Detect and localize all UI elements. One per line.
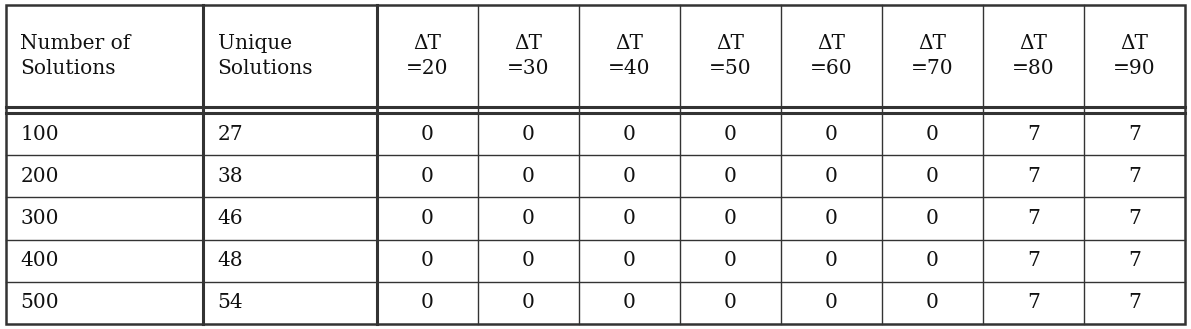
- Text: 48: 48: [218, 251, 243, 270]
- Text: 7: 7: [1128, 209, 1141, 228]
- Text: 0: 0: [522, 209, 535, 228]
- Text: 0: 0: [825, 125, 838, 143]
- Text: 300: 300: [20, 209, 58, 228]
- Text: 0: 0: [724, 167, 737, 186]
- Text: ΔT
=20: ΔT =20: [406, 34, 449, 78]
- Text: 0: 0: [724, 125, 737, 143]
- Text: 27: 27: [218, 125, 243, 143]
- Text: 0: 0: [422, 125, 434, 143]
- Text: ΔT
=50: ΔT =50: [710, 34, 752, 78]
- Text: 0: 0: [927, 167, 939, 186]
- Text: 0: 0: [522, 251, 535, 270]
- Text: 0: 0: [724, 209, 737, 228]
- Text: 38: 38: [218, 167, 243, 186]
- Text: ΔT
=30: ΔT =30: [507, 34, 550, 78]
- Text: 7: 7: [1027, 251, 1040, 270]
- Text: Unique
Solutions: Unique Solutions: [218, 34, 313, 78]
- Text: 7: 7: [1128, 125, 1141, 143]
- Text: ΔT
=80: ΔT =80: [1012, 34, 1055, 78]
- Text: Number of
Solutions: Number of Solutions: [20, 34, 131, 78]
- Text: 0: 0: [623, 167, 636, 186]
- Text: 0: 0: [825, 167, 838, 186]
- Text: 0: 0: [522, 125, 535, 143]
- Text: 0: 0: [927, 125, 939, 143]
- Text: 46: 46: [218, 209, 243, 228]
- Text: 0: 0: [522, 167, 535, 186]
- Text: 7: 7: [1027, 167, 1040, 186]
- Text: 0: 0: [927, 209, 939, 228]
- Text: 0: 0: [623, 293, 636, 313]
- Text: 0: 0: [724, 251, 737, 270]
- Text: 7: 7: [1027, 293, 1040, 313]
- Text: 0: 0: [422, 209, 434, 228]
- Text: 7: 7: [1128, 167, 1141, 186]
- Text: 0: 0: [927, 293, 939, 313]
- Text: 7: 7: [1128, 293, 1141, 313]
- Text: 400: 400: [20, 251, 58, 270]
- Text: 0: 0: [422, 293, 434, 313]
- Text: 0: 0: [825, 251, 838, 270]
- Text: 7: 7: [1128, 251, 1141, 270]
- Text: 0: 0: [522, 293, 535, 313]
- Text: 0: 0: [724, 293, 737, 313]
- Text: 0: 0: [825, 209, 838, 228]
- Text: 7: 7: [1027, 125, 1040, 143]
- Text: 0: 0: [422, 167, 434, 186]
- Text: 0: 0: [623, 125, 636, 143]
- Text: 200: 200: [20, 167, 58, 186]
- Text: ΔT
=70: ΔT =70: [911, 34, 954, 78]
- Text: 7: 7: [1027, 209, 1040, 228]
- Text: 0: 0: [825, 293, 838, 313]
- Text: 100: 100: [20, 125, 58, 143]
- Text: 0: 0: [623, 251, 636, 270]
- Text: ΔT
=60: ΔT =60: [810, 34, 853, 78]
- Text: ΔT
=90: ΔT =90: [1114, 34, 1155, 78]
- Text: 0: 0: [422, 251, 434, 270]
- Text: 54: 54: [218, 293, 243, 313]
- Text: 0: 0: [623, 209, 636, 228]
- Text: ΔT
=40: ΔT =40: [609, 34, 650, 78]
- Text: 0: 0: [927, 251, 939, 270]
- Text: 500: 500: [20, 293, 58, 313]
